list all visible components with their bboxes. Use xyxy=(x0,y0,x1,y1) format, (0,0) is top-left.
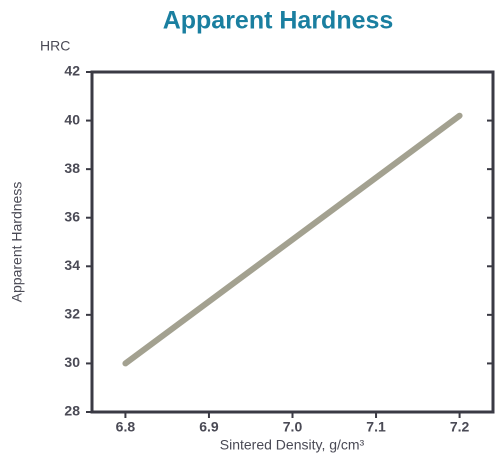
y-tick-label: 28 xyxy=(64,403,80,419)
y-tick-label: 42 xyxy=(64,63,80,79)
unit-label: HRC xyxy=(40,38,70,54)
chart-title: Apparent Hardness xyxy=(163,7,394,35)
data-line xyxy=(122,112,463,367)
y-tick-label: 36 xyxy=(64,208,80,224)
y-tick-label: 30 xyxy=(64,354,80,370)
y-tick-label: 34 xyxy=(64,257,80,273)
x-tick-label: 7.1 xyxy=(366,419,386,435)
y-axis-label: Apparent Hardness xyxy=(9,182,25,303)
y-tick-label: 40 xyxy=(64,111,80,127)
x-tick-label: 7.2 xyxy=(450,419,470,435)
x-axis-label: Sintered Density, g/cm³ xyxy=(220,437,365,453)
x-tick-label: 6.8 xyxy=(116,419,136,435)
y-tick-label: 32 xyxy=(64,306,80,322)
y-tick-label: 38 xyxy=(64,160,80,176)
x-tick-label: 6.9 xyxy=(199,419,219,435)
x-tick-label: 7.0 xyxy=(283,419,303,435)
